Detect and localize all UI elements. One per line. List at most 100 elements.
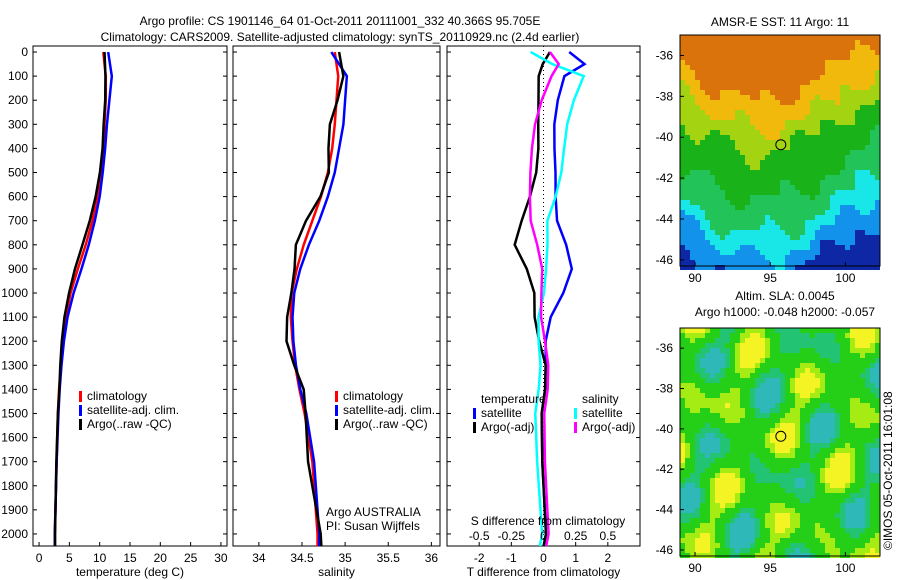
map-cell bbox=[775, 245, 780, 250]
map-cell bbox=[750, 115, 755, 120]
map-cell bbox=[750, 413, 755, 418]
map-cell bbox=[775, 170, 780, 175]
map-cell bbox=[710, 55, 715, 60]
map-cell bbox=[690, 513, 695, 518]
map-cell bbox=[760, 438, 765, 443]
map-cell bbox=[825, 130, 830, 135]
map-cell bbox=[685, 518, 690, 523]
map-cell bbox=[685, 80, 690, 85]
map-cell bbox=[850, 125, 855, 130]
map-cell bbox=[680, 528, 685, 533]
map-cell bbox=[690, 75, 695, 80]
map-cell bbox=[685, 115, 690, 120]
map-cell bbox=[750, 65, 755, 70]
map-cell bbox=[740, 55, 745, 60]
map-cell bbox=[715, 373, 720, 378]
map-cell bbox=[870, 443, 875, 448]
map-cell bbox=[765, 448, 770, 453]
map-cell bbox=[800, 175, 805, 180]
map-cell bbox=[790, 50, 795, 55]
map-cell bbox=[790, 413, 795, 418]
map-cell bbox=[695, 120, 700, 125]
map-cell bbox=[870, 50, 875, 55]
map-cell bbox=[690, 135, 695, 140]
map-cell bbox=[760, 250, 765, 255]
map-cell bbox=[715, 348, 720, 353]
map-cell bbox=[845, 428, 850, 433]
map-cell bbox=[850, 105, 855, 110]
map-cell bbox=[710, 85, 715, 90]
map-cell bbox=[725, 255, 730, 260]
map-cell bbox=[860, 195, 865, 200]
map-cell bbox=[825, 478, 830, 483]
map-cell bbox=[730, 135, 735, 140]
map-cell bbox=[775, 210, 780, 215]
map-cell bbox=[690, 403, 695, 408]
map-cell bbox=[775, 383, 780, 388]
map-cell bbox=[765, 90, 770, 95]
map-cell bbox=[690, 358, 695, 363]
map-cell bbox=[795, 383, 800, 388]
map-cell bbox=[760, 160, 765, 165]
map-cell bbox=[680, 50, 685, 55]
map-cell bbox=[815, 438, 820, 443]
map-cell bbox=[685, 240, 690, 245]
legend-swatch bbox=[574, 422, 577, 433]
map-cell bbox=[710, 210, 715, 215]
map-cell bbox=[685, 250, 690, 255]
map-cell bbox=[770, 40, 775, 45]
map-cell bbox=[765, 65, 770, 70]
map-cell bbox=[730, 443, 735, 448]
map-cell bbox=[755, 398, 760, 403]
map-cell bbox=[770, 170, 775, 175]
map-cell bbox=[690, 373, 695, 378]
map-cell bbox=[720, 428, 725, 433]
map-cell bbox=[705, 160, 710, 165]
map-cell bbox=[785, 200, 790, 205]
map-cell bbox=[685, 210, 690, 215]
map-cell bbox=[815, 225, 820, 230]
map-cell bbox=[735, 95, 740, 100]
map-cell bbox=[735, 333, 740, 338]
map-cell bbox=[735, 428, 740, 433]
map-cell bbox=[720, 125, 725, 130]
map-cell bbox=[755, 548, 760, 553]
map-cell bbox=[875, 543, 880, 548]
map-cell bbox=[870, 185, 875, 190]
map-cell bbox=[685, 503, 690, 508]
map-cell bbox=[690, 50, 695, 55]
map-cell bbox=[790, 130, 795, 135]
map-cell bbox=[855, 65, 860, 70]
map-cell bbox=[680, 468, 685, 473]
map-cell bbox=[795, 453, 800, 458]
map-cell bbox=[775, 343, 780, 348]
map-cell bbox=[795, 190, 800, 195]
map-cell bbox=[680, 145, 685, 150]
map-cell bbox=[780, 120, 785, 125]
map-cell bbox=[710, 543, 715, 548]
map-cell bbox=[720, 448, 725, 453]
map-cell bbox=[740, 413, 745, 418]
map-cell bbox=[775, 333, 780, 338]
map-cell bbox=[760, 483, 765, 488]
map-cell bbox=[740, 393, 745, 398]
map-cell bbox=[800, 80, 805, 85]
map-cell bbox=[855, 225, 860, 230]
map-cell bbox=[700, 90, 705, 95]
map-cell bbox=[800, 215, 805, 220]
map-cell bbox=[725, 115, 730, 120]
map-cell bbox=[805, 70, 810, 75]
map-cell bbox=[765, 333, 770, 338]
map-cell bbox=[755, 90, 760, 95]
map-cell bbox=[695, 443, 700, 448]
map-cell bbox=[680, 80, 685, 85]
map-cell bbox=[835, 55, 840, 60]
map-cell bbox=[865, 70, 870, 75]
map-cell bbox=[815, 388, 820, 393]
map-cell bbox=[850, 200, 855, 205]
map-cell bbox=[740, 478, 745, 483]
map-cell bbox=[840, 423, 845, 428]
map-cell bbox=[770, 353, 775, 358]
map-cell bbox=[695, 35, 700, 40]
map-cell bbox=[750, 220, 755, 225]
